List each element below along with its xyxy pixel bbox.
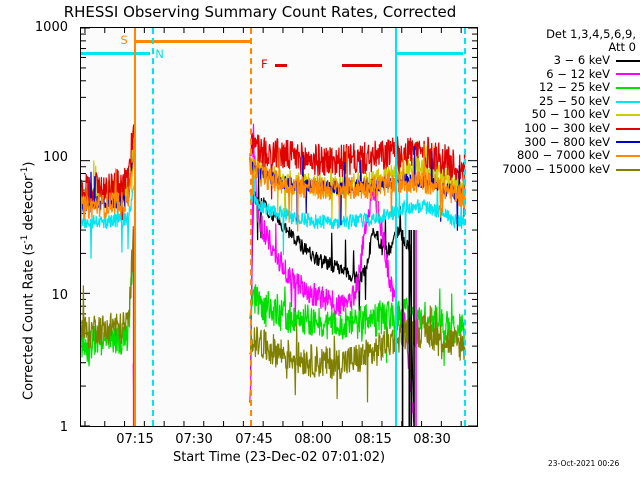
annotation-vline — [250, 28, 253, 426]
legend-color-swatch — [616, 73, 640, 76]
series-line — [249, 176, 415, 409]
x-tick-label-5: 08:30 — [413, 432, 451, 447]
plot-canvas — [81, 28, 477, 426]
series-line — [249, 132, 466, 217]
legend-entry: 300 − 800 keV — [486, 134, 640, 150]
legend-color-swatch — [616, 168, 640, 171]
legend-color-swatch — [616, 114, 640, 117]
legend: Det 1,3,4,5,6,9, Att 0 3 − 6 keV 6 − 12 k… — [486, 28, 640, 176]
y-axis-title-end: ) — [21, 161, 37, 167]
plot-area: S N F — [80, 27, 478, 427]
series-line — [81, 185, 135, 259]
x-axis-title: Start Time (23-Dec-02 07:01:02) — [172, 450, 386, 465]
annotation-vline — [134, 28, 136, 426]
annotation-label-f: F — [261, 57, 268, 71]
legend-entry: 7000 − 15000 keV — [486, 161, 640, 177]
y-axis-title-text: Corrected Count Rate (s — [21, 243, 37, 400]
legend-detectors: Det 1,3,4,5,6,9, — [546, 27, 636, 41]
legend-color-swatch — [616, 127, 640, 130]
annotation-bar-f — [342, 64, 382, 67]
annotation-label-s: S — [120, 33, 128, 47]
x-tick-label-4: 08:15 — [354, 432, 392, 447]
y-axis-title: Corrected Count Rate (s-1 detector-1) — [20, 162, 36, 400]
legend-entry: 100 − 300 keV — [486, 120, 640, 136]
annotation-label-n: N — [155, 47, 164, 61]
y-tick-label-1000: 1000 — [34, 20, 68, 35]
y-axis-title-mid: detector — [21, 175, 37, 235]
y-axis-sup-2: -1 — [20, 166, 30, 176]
legend-entry-label: 7000 − 15000 keV — [502, 161, 610, 176]
legend-entry-label: 6 − 12 keV — [546, 66, 610, 81]
series-line — [249, 123, 415, 423]
annotation-bar-n — [394, 52, 464, 55]
legend-entry: 800 − 7000 keV — [486, 149, 640, 163]
annotation-bar-s — [134, 40, 250, 43]
annotation-bar-n — [81, 52, 151, 55]
x-tick-label-3: 08:00 — [294, 432, 332, 447]
legend-color-swatch — [616, 154, 640, 157]
legend-entry-label: 25 − 50 keV — [538, 93, 610, 108]
legend-entry: 3 − 6 keV — [486, 53, 640, 68]
y-tick-label-1: 1 — [59, 420, 68, 435]
annotation-vline — [152, 28, 155, 426]
legend-entry-label: 12 − 25 keV — [538, 80, 610, 95]
x-tick-label-0: 07:15 — [116, 432, 154, 447]
legend-color-swatch — [616, 59, 640, 62]
annotation-vline — [395, 28, 397, 426]
legend-color-swatch — [616, 100, 640, 103]
legend-entry-label: 100 − 300 keV — [524, 120, 610, 135]
y-tick-label-100: 100 — [43, 150, 68, 165]
legend-entry-label: 300 − 800 keV — [524, 134, 610, 149]
legend-entry-label: 3 − 6 keV — [553, 53, 610, 67]
series-line — [249, 305, 466, 403]
legend-color-swatch — [616, 141, 640, 144]
series-line — [81, 139, 135, 220]
legend-attenuator: Att 0 — [608, 40, 636, 54]
legend-entry-label: 50 − 100 keV — [531, 107, 610, 122]
series-line — [249, 143, 466, 232]
legend-color-swatch — [616, 86, 640, 89]
legend-entry-label: 800 − 7000 keV — [516, 148, 610, 163]
series-line — [81, 226, 135, 349]
generated-timestamp: 23-Oct-2021 00:26 — [548, 459, 620, 468]
annotation-bar-f — [275, 64, 287, 67]
annotation-vline — [463, 28, 466, 426]
x-tick-label-2: 07:45 — [235, 432, 273, 447]
legend-entry: 50 − 100 keV — [486, 108, 640, 122]
y-tick-label-10: 10 — [51, 288, 68, 303]
y-axis-sup-1: -1 — [20, 234, 30, 244]
legend-entries: 3 − 6 keV 6 − 12 keV 12 − 25 keV 25 − 50 ke… — [486, 53, 640, 177]
page-title: RHESSI Observing Summary Count Rates, Co… — [63, 3, 457, 21]
legend-entry: 25 − 50 keV — [486, 93, 640, 109]
legend-entry: 12 − 25 keV — [486, 81, 640, 95]
x-tick-label-1: 07:30 — [175, 432, 213, 447]
series-line — [249, 284, 466, 367]
legend-entry: 6 − 12 keV — [486, 66, 640, 82]
